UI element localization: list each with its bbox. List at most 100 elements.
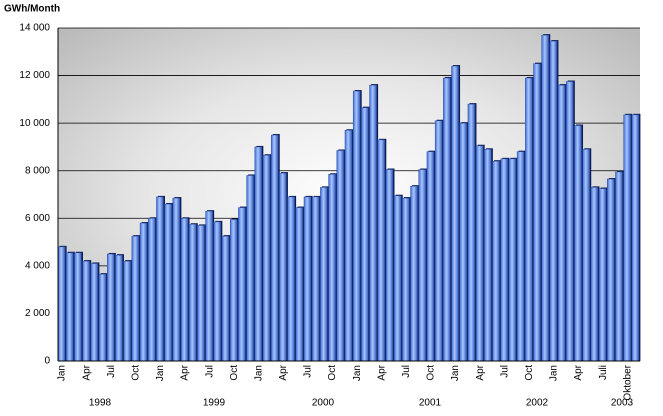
bar <box>598 188 607 362</box>
bar <box>352 90 361 362</box>
bar <box>66 252 74 362</box>
bar <box>123 260 131 362</box>
x-tick-label: Jul <box>401 365 412 378</box>
bar <box>492 160 500 362</box>
x-tick-label: Oct <box>426 365 437 381</box>
x-tick-label: Oct <box>524 365 535 381</box>
y-tick-label: 14 000 <box>19 23 50 34</box>
x-tick-label: Apr <box>573 364 584 380</box>
x-tick-label: Oct <box>229 365 240 381</box>
bar <box>221 235 230 362</box>
x-tick-label: Jul <box>499 365 510 378</box>
bar <box>172 197 181 362</box>
bar <box>98 273 107 362</box>
bar <box>393 195 402 362</box>
bar <box>475 145 484 362</box>
y-tick-label: 6 000 <box>25 213 50 224</box>
bar <box>139 222 148 362</box>
x-tick-label: Apr <box>376 364 387 380</box>
bar <box>385 169 394 362</box>
year-label: 2000 <box>312 398 335 409</box>
bar <box>434 120 443 362</box>
bar <box>426 151 435 362</box>
x-tick-label: Oct <box>327 365 338 381</box>
bar <box>631 114 640 362</box>
bar <box>574 125 582 362</box>
bar <box>279 172 287 362</box>
bar <box>115 254 123 362</box>
x-tick-label: Juli <box>598 365 609 380</box>
x-tick-label: Jul <box>303 365 314 378</box>
x-tick-label: Oktober <box>622 364 633 400</box>
bar <box>107 253 115 362</box>
x-tick-label: Apr <box>278 364 289 380</box>
bar <box>525 77 533 362</box>
bar <box>74 252 82 362</box>
bar <box>541 34 549 362</box>
bar <box>500 158 508 362</box>
bar <box>246 175 254 362</box>
bar <box>295 207 304 362</box>
bar <box>262 155 271 362</box>
year-label: 2003 <box>611 398 634 409</box>
bar <box>402 197 410 362</box>
bar <box>516 151 525 362</box>
bar <box>270 134 279 362</box>
bar <box>623 114 631 362</box>
bar <box>508 158 517 362</box>
year-label: 2002 <box>526 398 549 409</box>
bar <box>590 187 599 362</box>
bar <box>369 84 377 362</box>
chart-title: GWh/Month <box>4 4 60 15</box>
bar <box>459 122 468 362</box>
x-tick-label: Jan <box>253 365 264 381</box>
bar <box>311 196 320 362</box>
year-label: 2001 <box>419 398 442 409</box>
bar <box>328 174 336 362</box>
x-tick-label: Jan <box>450 365 461 381</box>
bar <box>451 65 459 362</box>
bar <box>533 63 541 362</box>
bar <box>238 207 246 362</box>
bar <box>131 235 140 362</box>
bar <box>467 103 476 362</box>
year-label: 1998 <box>89 398 112 409</box>
x-tick-label: Jan <box>155 365 166 381</box>
bar <box>361 107 369 362</box>
bar <box>582 149 590 362</box>
bar <box>205 210 213 362</box>
x-tick-label: Jul <box>106 365 117 378</box>
bar <box>57 246 66 362</box>
bar <box>254 146 263 362</box>
x-tick-label: Jan <box>352 365 363 381</box>
bar <box>148 218 156 362</box>
bar <box>82 260 90 362</box>
bar <box>615 171 623 362</box>
bar <box>164 203 172 362</box>
y-tick-label: 12 000 <box>19 70 50 81</box>
x-tick-label: Jan <box>57 365 68 381</box>
x-tick-label: Jul <box>204 365 215 378</box>
year-label: 1999 <box>203 398 226 409</box>
y-tick-label: 0 <box>44 356 50 367</box>
bar <box>418 169 427 362</box>
bar <box>377 139 386 362</box>
bar <box>336 150 345 362</box>
bar <box>607 178 615 362</box>
bar <box>566 81 574 362</box>
bar <box>156 196 164 362</box>
x-tick-label: Jan <box>549 365 560 381</box>
x-tick-label: Apr <box>180 364 191 380</box>
y-tick-label: 2 000 <box>25 308 50 319</box>
x-tick-label: Apr <box>475 364 486 380</box>
bar <box>197 225 205 362</box>
y-tick-label: 8 000 <box>25 165 50 176</box>
bar <box>549 40 558 362</box>
bar <box>443 77 451 362</box>
y-tick-label: 10 000 <box>19 118 50 129</box>
bar <box>213 221 222 362</box>
bar <box>484 149 492 362</box>
bar <box>287 196 295 362</box>
bar <box>303 196 312 362</box>
